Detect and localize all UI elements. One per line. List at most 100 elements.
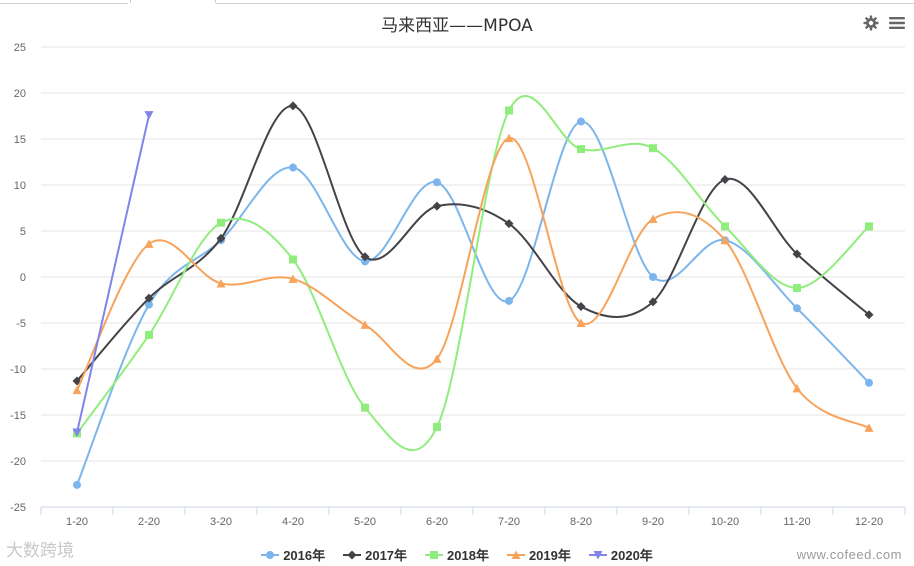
y-tick-label: 0 — [20, 272, 26, 284]
data-point — [865, 222, 873, 231]
tab-strip — [0, 0, 914, 4]
watermark-logo: 大数跨境 — [6, 536, 74, 561]
legend-marker — [266, 550, 275, 559]
legend-marker — [430, 550, 439, 559]
legend-item[interactable]: 2017年 — [343, 545, 407, 564]
x-tick-label: 11-20 — [783, 516, 810, 528]
legend-item[interactable]: 2018年 — [425, 545, 489, 564]
data-point — [145, 330, 153, 339]
data-point — [288, 274, 298, 283]
series-0 — [73, 117, 873, 489]
y-tick-label: -15 — [10, 410, 26, 422]
x-tick-label: 8-20 — [570, 516, 592, 528]
y-tick-label: 25 — [14, 42, 26, 54]
legend-label: 2016年 — [283, 548, 326, 563]
data-point — [433, 422, 441, 431]
legend-symbol — [506, 550, 525, 559]
y-tick-label: -10 — [10, 364, 26, 376]
y-tick-label: 15 — [14, 134, 26, 146]
series-4 — [72, 111, 154, 437]
data-point — [433, 178, 441, 187]
data-point — [504, 133, 514, 143]
x-tick-label: 4-20 — [282, 516, 304, 528]
legend-item[interactable]: 2016年 — [261, 545, 325, 564]
y-tick-label: -5 — [16, 318, 26, 330]
gear-icon[interactable] — [862, 14, 880, 32]
x-tick-label: 1-20 — [66, 516, 88, 528]
legend-symbol — [425, 550, 444, 559]
data-point — [216, 278, 226, 288]
x-tick-label: 10-20 — [711, 516, 739, 528]
legend-symbol — [343, 550, 362, 559]
x-tick-label: 2-20 — [138, 516, 160, 528]
data-point — [288, 101, 298, 111]
y-tick-label: 5 — [20, 226, 26, 238]
legend-item[interactable]: 2019年 — [506, 545, 571, 564]
data-point — [432, 201, 442, 211]
data-point — [361, 403, 369, 412]
data-point — [289, 163, 297, 172]
data-point — [361, 257, 369, 266]
chart-title: 马来西亚——MPOA — [381, 16, 533, 36]
menu-icon[interactable] — [888, 14, 906, 32]
data-point — [792, 383, 802, 393]
data-point — [792, 249, 802, 259]
y-tick-label: -20 — [10, 456, 26, 468]
x-tick-label: 3-20 — [210, 516, 232, 528]
data-point — [649, 144, 657, 153]
series-line — [76, 120, 870, 486]
series-line — [76, 94, 870, 452]
x-tick-label: 9-20 — [642, 516, 664, 528]
data-point — [648, 297, 658, 307]
data-point — [648, 214, 658, 224]
data-point — [720, 174, 730, 184]
legend-marker — [347, 550, 357, 559]
data-point — [504, 219, 514, 229]
data-point — [505, 296, 513, 305]
legend-label: 2019年 — [528, 548, 571, 563]
data-point — [720, 235, 730, 245]
series-line — [76, 137, 870, 429]
data-point — [576, 318, 586, 327]
tab-left[interactable] — [0, 0, 128, 4]
legend-label: 2017年 — [365, 548, 408, 563]
y-tick-label: -25 — [10, 502, 26, 514]
data-point — [865, 378, 873, 387]
data-point — [505, 106, 513, 115]
data-point — [721, 222, 729, 231]
data-point — [144, 111, 154, 120]
tab-active[interactable] — [130, 0, 216, 3]
x-tick-label: 7-20 — [498, 516, 520, 528]
data-point — [577, 117, 585, 126]
x-tick-label: 12-20 — [855, 516, 883, 528]
legend-label: 2020年 — [610, 548, 653, 563]
chart-legend: 2016年 2017年 2018年 2019年 2020年 — [0, 545, 914, 564]
legend-item[interactable]: 2020年 — [588, 545, 653, 564]
legend-symbol — [261, 550, 280, 559]
data-point — [144, 293, 154, 303]
data-point — [145, 300, 153, 309]
data-point — [793, 304, 801, 313]
data-point — [432, 354, 442, 363]
chart-toolbar — [862, 14, 906, 32]
legend-label: 2018年 — [447, 548, 489, 563]
data-point — [793, 284, 801, 293]
data-point — [864, 423, 874, 432]
watermark-url: www.cofeed.com — [796, 547, 902, 562]
series-line — [76, 114, 150, 433]
chart-plot: -25 -20 -15 -10 -5 0 5 10 15 20 25 1-20 2-20 3-20 4-20… — [10, 42, 906, 528]
data-point — [649, 273, 657, 281]
y-tick-label: 20 — [14, 88, 26, 100]
legend-symbol — [588, 550, 607, 559]
data-point — [72, 428, 82, 437]
x-tick-label: 5-20 — [354, 516, 376, 528]
watermark-left-text: 大数跨境 — [6, 541, 74, 561]
legend-marker — [511, 550, 521, 559]
data-point — [577, 145, 585, 154]
tab-right — [216, 0, 914, 4]
data-point — [72, 385, 82, 395]
data-point — [144, 239, 154, 248]
series-1 — [72, 101, 874, 386]
legend-marker — [593, 550, 603, 559]
data-point — [360, 252, 370, 262]
